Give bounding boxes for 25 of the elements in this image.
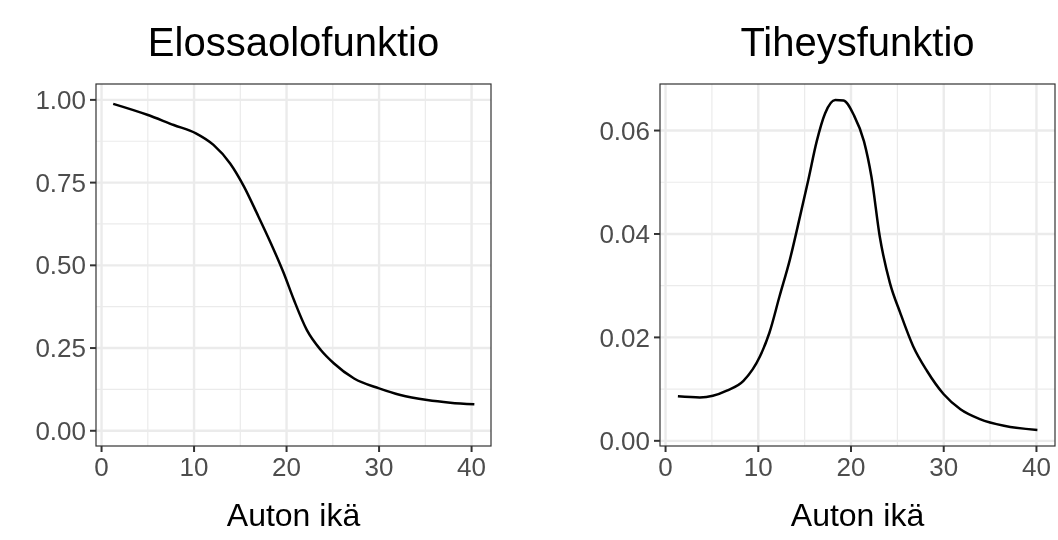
y-tick-label: 0.25: [35, 333, 86, 364]
x-tick-label: 0: [658, 452, 673, 482]
chart-title: Tiheysfunktio: [740, 20, 975, 64]
y-tick-label: 0.06: [599, 115, 650, 146]
x-tick-label: 30: [364, 452, 394, 482]
x-tick-label: 40: [1021, 452, 1051, 482]
x-tick-label: 30: [929, 452, 959, 482]
y-tick-label: 0.00: [599, 425, 650, 456]
line-series: [676, 98, 1039, 432]
y-tick-label: 0.75: [35, 167, 86, 198]
x-tick-label: 10: [179, 452, 209, 482]
x-tick-label: 20: [272, 452, 302, 482]
chart-title: Elossaolofunktio: [147, 20, 440, 64]
x-tick-label: 10: [743, 452, 773, 482]
y-tick-label: 0.02: [599, 322, 650, 353]
x-axis-title: Auton ikä: [226, 497, 361, 533]
y-tick-label: 0.50: [35, 250, 86, 281]
line-series: [111, 102, 476, 406]
x-axis-title: Auton ikä: [790, 497, 925, 533]
x-tick-label: 20: [836, 452, 866, 482]
x-tick-label: 0: [94, 452, 109, 482]
x-tick-label: 40: [457, 452, 487, 482]
y-tick-label: 0.04: [599, 219, 650, 250]
y-tick-label: 0.00: [35, 415, 86, 446]
y-tick-label: 1.00: [35, 84, 86, 115]
